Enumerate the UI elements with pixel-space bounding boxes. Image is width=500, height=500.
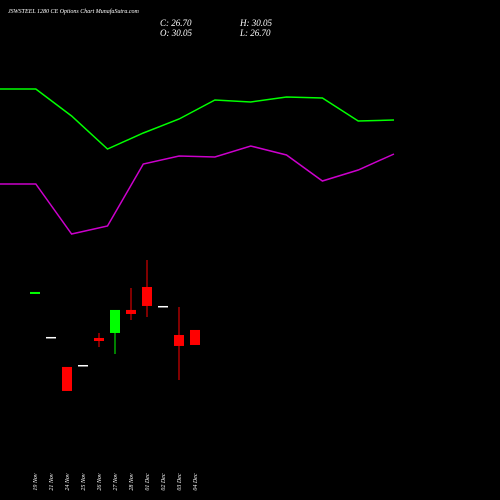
candle-body (78, 364, 88, 367)
candle-body (158, 305, 168, 308)
x-tick-label: 01 Dec (145, 473, 151, 490)
x-tick-label: 28 Nov (129, 473, 135, 491)
candle-body (142, 286, 152, 306)
candle-body (62, 366, 72, 391)
candle-body (94, 337, 104, 341)
indicator-line (0, 145, 395, 235)
candle-body (46, 336, 56, 339)
x-tick-label: 04 Dec (192, 473, 199, 490)
x-tick-label: 03 Dec (177, 473, 183, 490)
x-tick-label: 25 Nov (81, 473, 87, 491)
x-tick-label: 26 Nov (97, 473, 103, 491)
indicator-line (0, 88, 395, 150)
x-tick-label: 27 Nov (113, 473, 119, 491)
candle-body (110, 309, 120, 333)
candle-body (126, 309, 136, 314)
chart-title: JSWSTEEL 1280 CE Options Chart MunafaSut… (8, 8, 140, 15)
x-tick-label: 19 Nov (33, 473, 39, 491)
x-tick-label: 24 Nov (64, 473, 71, 491)
candle-body (190, 329, 200, 345)
candle-body (174, 334, 184, 346)
low-label: L: 26.70 (239, 28, 271, 38)
high-label: H: 30.05 (239, 18, 272, 28)
x-tick-label: 02 Dec (161, 473, 167, 490)
open-label: O: 30.05 (160, 28, 192, 38)
candle-body (30, 291, 40, 294)
x-tick-label: 21 Nov (49, 473, 55, 491)
close-label: C: 26.70 (160, 18, 192, 28)
